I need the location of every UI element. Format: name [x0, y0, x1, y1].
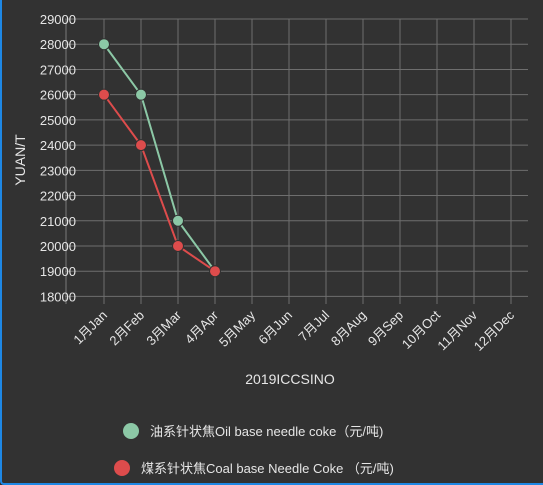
x-axis-label: 2019ICCSINO — [245, 371, 335, 387]
x-tick-label: 12月Dec — [471, 307, 518, 354]
series-line — [103, 43, 216, 272]
y-tick-labels: 18000 19000 20000 21000 22000 23000 24000 25000… — [40, 12, 76, 304]
y-tick-label: 21000 — [40, 214, 76, 229]
y-tick-label: 20000 — [40, 239, 76, 254]
legend-marker — [123, 423, 139, 439]
y-tick-label: 19000 — [40, 264, 76, 279]
series-points — [98, 38, 221, 278]
legend-label: 油系针状焦Oil base needle coke（元/吨) — [150, 424, 383, 439]
series-line — [103, 94, 216, 273]
y-tick-label: 29000 — [40, 12, 76, 27]
data-point — [135, 139, 147, 152]
y-tick-label: 25000 — [40, 113, 76, 128]
series-lines — [103, 43, 216, 273]
y-tick-label: 23000 — [40, 163, 76, 178]
y-tick-label: 18000 — [40, 289, 76, 304]
legend: 油系针状焦Oil base needle coke（元/吨) 煤系针状焦Coal … — [114, 423, 394, 476]
y-tick-label: 22000 — [40, 189, 76, 204]
y-axis-label: YUAN/T — [12, 134, 28, 186]
x-tick-label: 7月Jul — [295, 307, 332, 344]
grid — [65, 18, 528, 304]
x-tick-label: 1月Jan — [70, 308, 110, 348]
x-tick-label: 2月Feb — [106, 308, 147, 349]
data-point — [98, 88, 110, 101]
y-tick-label: 28000 — [40, 37, 76, 52]
data-point — [135, 88, 147, 101]
y-tick-label: 26000 — [40, 88, 76, 103]
legend-label: 煤系针状焦Coal base Needle Coke （元/吨) — [141, 461, 394, 476]
x-tick-label: 3月Mar — [143, 307, 184, 348]
data-point — [172, 239, 184, 252]
data-point — [209, 265, 221, 278]
legend-marker — [114, 460, 130, 476]
x-tick-label: 8月Aug — [328, 308, 369, 349]
y-tick-label: 24000 — [40, 138, 76, 153]
data-point — [172, 214, 184, 227]
y-tick-label: 27000 — [40, 62, 76, 77]
x-tick-label: 4月Apr — [182, 307, 222, 347]
data-point — [98, 38, 110, 51]
x-tick-label: 5月May — [216, 307, 259, 350]
x-tick-label: 6月Jun — [255, 308, 295, 348]
